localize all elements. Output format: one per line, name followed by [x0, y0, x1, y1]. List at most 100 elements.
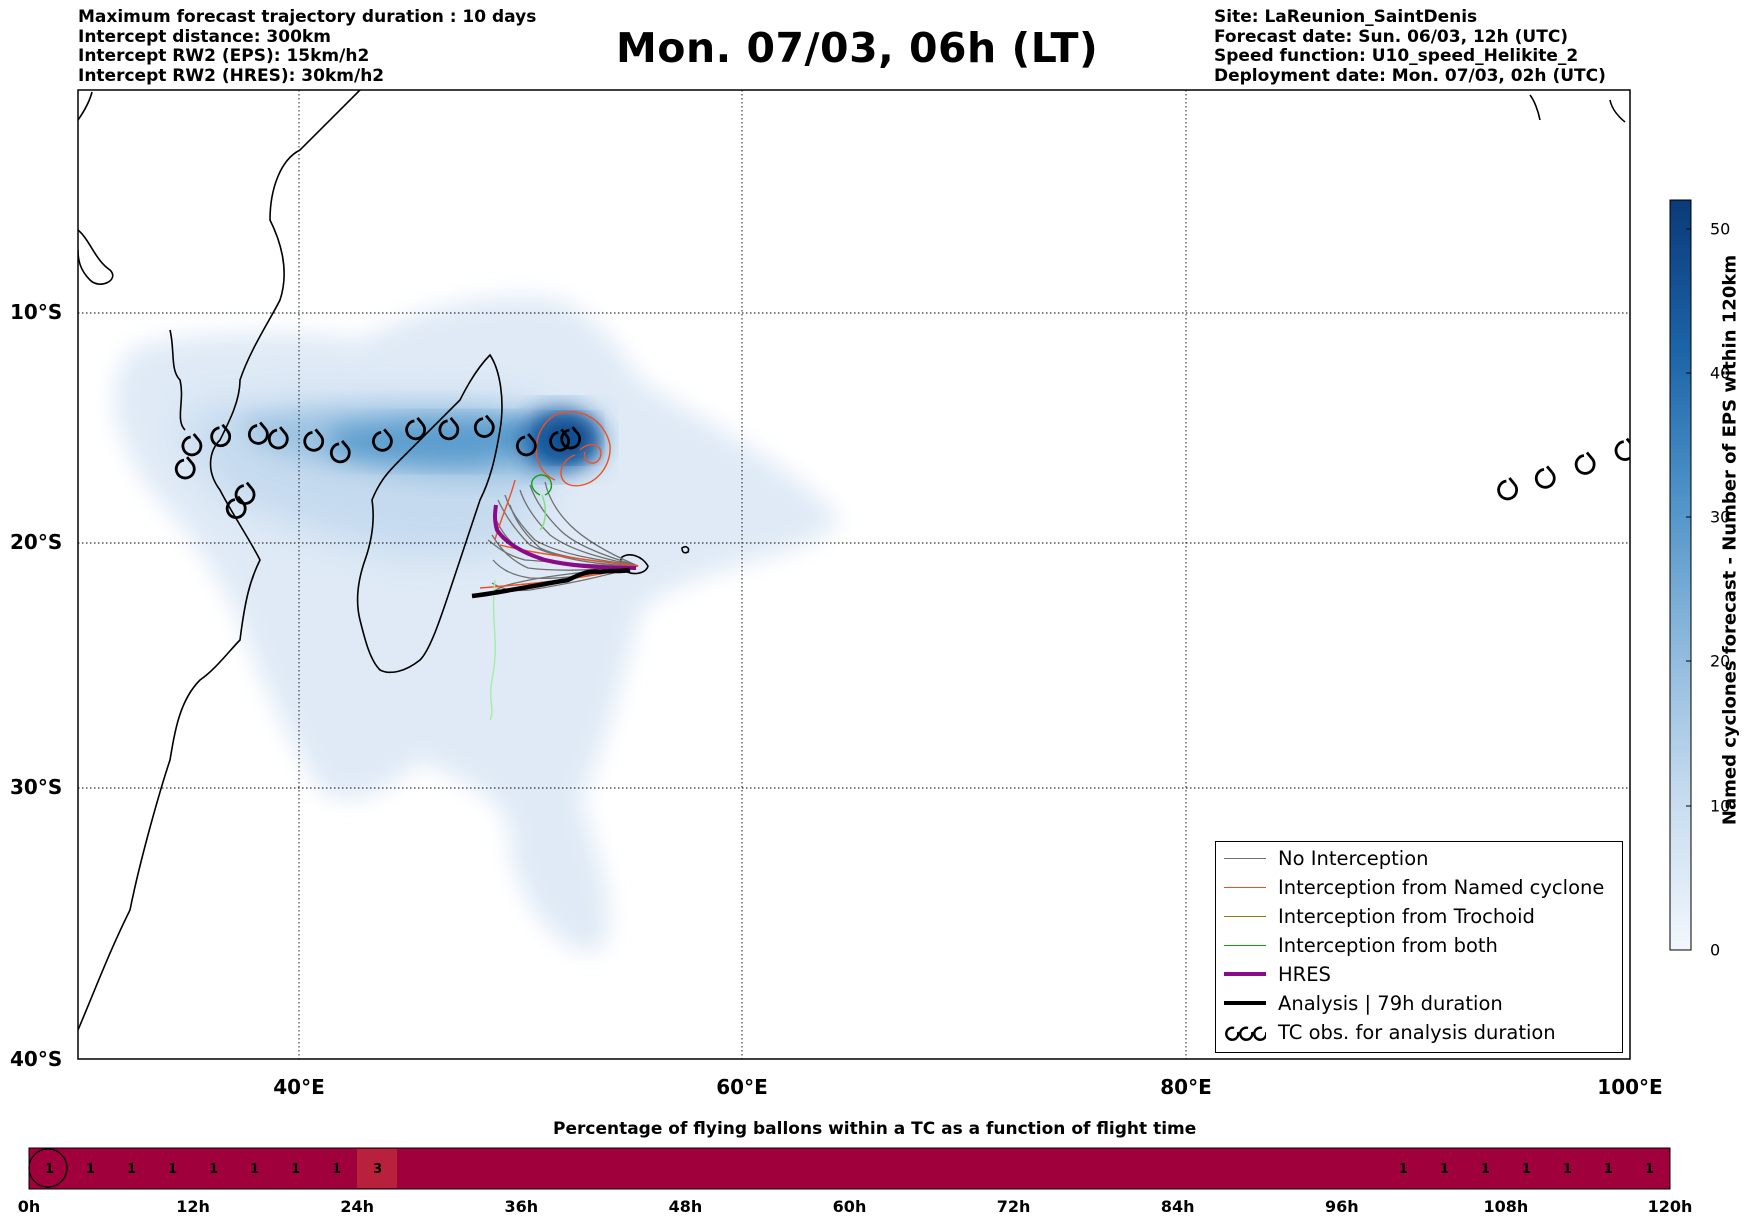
legend-item-analysis: Analysis | 79h duration — [1216, 989, 1622, 1018]
tc-observation-marker — [473, 417, 495, 438]
tc-observation-marker — [267, 428, 289, 450]
tc-observation-marker-tail — [341, 440, 349, 448]
timeline-tick-label: 12h — [176, 1197, 210, 1216]
cyclone-density-field — [115, 297, 840, 952]
timeline-count: 1 — [1398, 1162, 1408, 1177]
legend-swatch — [1224, 972, 1266, 976]
forecast-parameters: Maximum forecast trajectory duration : 1… — [78, 7, 536, 86]
tc-observation-marker — [1497, 479, 1518, 501]
tc-observation-markers — [174, 414, 1630, 519]
legend-swatch — [1224, 858, 1266, 859]
timeline-count: 1 — [1521, 1162, 1531, 1177]
both-interception-trajectories — [489, 474, 553, 721]
legend-item-no-interception: No Interception — [1216, 844, 1622, 873]
colorbar-tick-10: 10 — [1710, 796, 1731, 816]
colorbar-label: Named cyclones forecast - Number of EPS … — [1719, 254, 1741, 826]
tc-observation-marker-tail — [571, 426, 579, 434]
timeline-count: 1 — [1644, 1162, 1655, 1177]
tc-observation-marker — [248, 424, 269, 445]
tc-observation-marker — [1574, 454, 1596, 475]
speed-function: Speed function: U10_speed_Helikite_2 — [1214, 46, 1579, 66]
tc-observation-marker-tail — [185, 456, 194, 464]
tc-observation-marker — [210, 426, 232, 448]
timeline-count: 1 — [1603, 1162, 1613, 1177]
timeline-tick-label: 72h — [996, 1197, 1031, 1216]
tc-observation-marker — [329, 442, 351, 464]
hres-track — [493, 504, 637, 570]
tc-observation-marker-tail — [1585, 451, 1593, 460]
tc-observation-marker — [438, 419, 460, 441]
timeline-tick-label: 60h — [832, 1197, 867, 1216]
tc-observation-marker-tail — [484, 414, 493, 423]
coastlines — [78, 90, 1626, 1031]
analysis-track — [471, 567, 631, 599]
tc-observation-marker — [1614, 440, 1630, 461]
map-frame — [77, 89, 1631, 1060]
timeline-tick-label: 0h — [17, 1197, 41, 1216]
lat-label-20s: 20°S — [10, 530, 63, 554]
cyclone-symbol-icon — [1225, 1026, 1266, 1041]
param-intercept-distance: Intercept distance: 300km — [78, 26, 331, 47]
timeline-count: 1 — [250, 1162, 260, 1177]
colorbar-tick-20: 20 — [1710, 651, 1731, 671]
legend-label: Analysis | 79h duration — [1278, 992, 1503, 1015]
tc-observation-marker-tail — [1545, 465, 1554, 474]
param-rw2-hres: Intercept RW2 (HRES): 30km/h2 — [78, 65, 385, 86]
tc-observation-marker — [549, 431, 570, 452]
tc-observation-marker-tail — [278, 426, 287, 434]
tc-observation-marker-tail — [192, 433, 200, 441]
map-gridlines — [78, 90, 1630, 1059]
tc-observation-marker — [372, 431, 393, 452]
colorbar — [1669, 199, 1692, 951]
map-title: Mon. 07/03, 06h (LT) — [616, 24, 1099, 72]
colorbar-tick-marks — [1686, 228, 1691, 951]
lat-label-40s: 40°S — [10, 1047, 63, 1071]
site-name: Site: LaReunion_SaintDenis — [1214, 7, 1478, 27]
legend-swatch — [1224, 945, 1266, 946]
timeline-tick-label: 24h — [340, 1197, 375, 1216]
tc-observation-marker — [405, 419, 426, 441]
legend-item-trochoid: Interception from Trochoid — [1216, 902, 1622, 931]
tc-observation-marker-tail — [314, 428, 322, 437]
tc-observation-marker — [303, 431, 325, 452]
tc-observation-marker-tail — [383, 428, 391, 437]
tc-observation-marker — [225, 498, 247, 519]
timeline-count: 3 — [373, 1162, 383, 1177]
tc-observation-marker — [1534, 467, 1556, 489]
timeline-count: 1 — [168, 1162, 178, 1177]
legend-label: Interception from Trochoid — [1278, 905, 1535, 928]
timeline-tick-label: 84h — [1160, 1197, 1195, 1216]
timeline-count: 1 — [1480, 1162, 1490, 1177]
timeline-count: 1 — [1562, 1162, 1572, 1177]
timeline-count: 1 — [332, 1162, 342, 1177]
tc-observation-marker — [234, 484, 256, 505]
legend-item-hres: HRES — [1216, 960, 1622, 989]
tc-observation-marker-tail — [1508, 477, 1516, 485]
tc-observation-marker-tail — [221, 423, 229, 432]
legend-label: No Interception — [1278, 847, 1429, 870]
tc-observation-marker-tail — [527, 433, 535, 441]
deployment-date: Deployment date: Mon. 07/03, 02h (UTC) — [1214, 65, 1606, 86]
tc-observation-marker-tail — [449, 416, 457, 425]
tc-observation-marker-tail — [416, 416, 424, 425]
lat-label-30s: 30°S — [10, 775, 63, 799]
param-rw2-eps: Intercept RW2 (EPS): 15km/h2 — [78, 46, 370, 66]
legend-swatch — [1224, 887, 1266, 888]
lon-label-40e: 40°E — [273, 1075, 325, 1099]
legend-item-both: Interception from both — [1216, 931, 1622, 960]
colorbar-tick-30: 30 — [1710, 507, 1731, 527]
tc-observation-marker — [181, 435, 203, 457]
timeline-tick-label: 36h — [504, 1197, 539, 1216]
tc-observation-marker — [516, 435, 537, 457]
legend-swatch — [1224, 1001, 1266, 1005]
timeline-count: 1 — [127, 1162, 137, 1177]
timeline-current-marker — [28, 1148, 68, 1188]
tc-observation-marker — [174, 458, 196, 480]
lon-label-60e: 60°E — [716, 1075, 768, 1099]
map-legend: No Interception Interception from Named … — [1215, 841, 1623, 1053]
timeline-title: Percentage of flying ballons within a TC… — [553, 1119, 1197, 1139]
legend-label: HRES — [1278, 963, 1331, 986]
timeline-count: 1 — [291, 1162, 301, 1177]
timeline-highlight — [357, 1149, 397, 1188]
